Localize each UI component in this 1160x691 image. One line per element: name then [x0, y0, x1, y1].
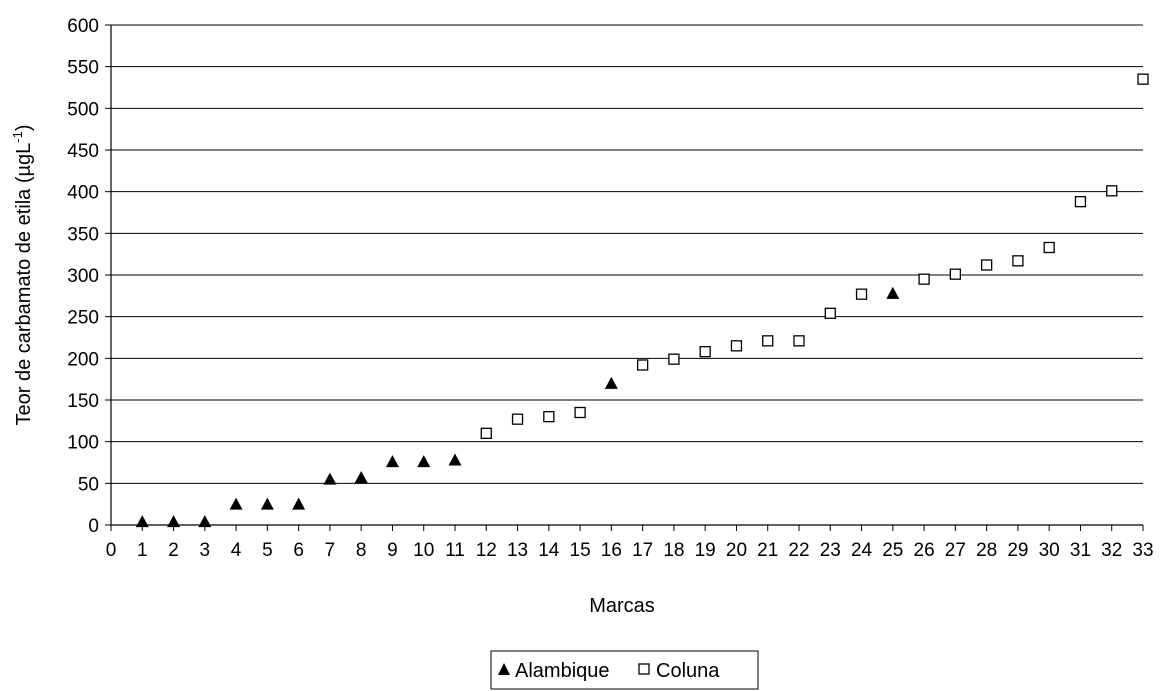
data-point-alambique [198, 515, 212, 528]
x-tick-label: 19 [695, 540, 716, 561]
y-tick-label: 500 [67, 99, 99, 120]
data-point-alambique [260, 497, 274, 510]
data-point-coluna [918, 273, 930, 285]
x-tick-label: 24 [851, 540, 873, 561]
data-point-coluna [511, 413, 524, 425]
x-tick-label: 30 [1039, 540, 1060, 561]
data-point-alambique [167, 515, 181, 528]
data-point-alambique [417, 455, 431, 468]
data-point-coluna [1012, 255, 1024, 267]
x-tick-label: 14 [538, 540, 560, 561]
data-point-coluna [855, 288, 868, 300]
x-tick-label: 25 [882, 540, 903, 561]
x-tick-label: 4 [231, 540, 242, 561]
data-point-coluna [543, 411, 555, 423]
legend-box [490, 650, 759, 690]
legend-label-coluna: Coluna [656, 660, 720, 682]
data-point-coluna [824, 307, 836, 319]
x-tick-label: 33 [1132, 540, 1153, 561]
y-axis-ticks: 0 50 100 150 200 250 300 350 400 450 500 550 600 [67, 16, 111, 537]
data-point-coluna [480, 427, 492, 439]
legend-triangle-icon [498, 663, 510, 675]
x-tick-label: 6 [293, 540, 304, 561]
y-tick-label: 200 [67, 349, 99, 370]
y-tick-label: 600 [67, 16, 99, 37]
data-point-alambique [135, 515, 149, 528]
x-axis-ticks: 0 1 2 3 4 5 6 7 8 9 10 11 12 13 14 15 16 17 18 19 20 21 22 23 24… [106, 525, 1154, 561]
x-tick-label: 10 [413, 540, 434, 561]
legend-label-alambique: Alambique [515, 660, 610, 682]
data-point-coluna [1137, 73, 1149, 85]
y-tick-label: 400 [67, 183, 99, 204]
x-tick-label: 22 [788, 540, 809, 561]
data-point-coluna [762, 335, 774, 347]
y-tick-label: 50 [78, 474, 99, 495]
x-tick-label: 28 [976, 540, 997, 561]
data-point-coluna [793, 335, 805, 347]
data-point-coluna [730, 340, 743, 352]
legend-square-icon [638, 663, 650, 675]
x-tick-label: 7 [325, 540, 336, 561]
x-tick-label: 18 [663, 540, 684, 561]
data-point-coluna [668, 353, 680, 365]
y-tick-label: 250 [67, 308, 99, 329]
data-point-coluna [574, 406, 586, 419]
data-point-alambique [448, 453, 462, 466]
y-axis-title: Teor de carbamato de etila (µgL-1) [10, 124, 35, 425]
x-tick-label: 21 [757, 540, 778, 561]
data-point-coluna [1106, 185, 1118, 197]
data-point-alambique [354, 471, 368, 483]
data-point-coluna [1074, 196, 1087, 208]
x-tick-label: 9 [387, 540, 398, 561]
data-point-coluna [980, 259, 993, 271]
data-point-coluna [1043, 241, 1055, 254]
y-tick-label: 150 [67, 391, 99, 412]
y-tick-label: 300 [67, 266, 99, 287]
x-tick-label: 11 [445, 540, 465, 561]
x-axis-title: Marcas [589, 595, 655, 617]
x-tick-label: 3 [200, 540, 211, 561]
x-tick-label: 5 [262, 540, 273, 561]
data-point-coluna [699, 346, 711, 358]
data-point-alambique [323, 472, 337, 485]
x-tick-label: 29 [1007, 540, 1028, 561]
data-points [135, 73, 1149, 528]
data-point-alambique [292, 497, 306, 510]
gridlines [111, 24, 1143, 484]
x-tick-label: 26 [914, 540, 935, 561]
x-tick-label: 16 [601, 540, 622, 561]
x-tick-label: 2 [168, 540, 179, 561]
x-tick-label: 17 [632, 540, 653, 561]
y-tick-label: 450 [67, 141, 99, 162]
x-tick-label: 31 [1070, 540, 1091, 561]
legend: Alambique Coluna [490, 650, 759, 690]
data-point-alambique [604, 376, 618, 389]
x-tick-label: 0 [106, 540, 117, 561]
x-tick-label: 8 [356, 540, 367, 561]
data-point-alambique [229, 497, 243, 510]
x-tick-label: 23 [820, 540, 841, 561]
x-tick-label: 15 [570, 540, 591, 561]
data-point-coluna [949, 268, 962, 280]
x-tick-label: 1 [137, 540, 148, 561]
y-tick-label: 100 [67, 433, 99, 454]
y-tick-label: 550 [67, 58, 99, 79]
data-point-alambique [886, 286, 900, 299]
x-tick-label: 12 [476, 540, 497, 561]
y-tick-label: 0 [88, 516, 99, 537]
data-point-coluna [636, 359, 649, 371]
x-tick-label: 27 [945, 540, 966, 561]
x-tick-label: 13 [507, 540, 528, 561]
data-point-alambique [385, 455, 399, 468]
y-tick-label: 350 [67, 224, 99, 245]
x-tick-label: 32 [1101, 540, 1122, 561]
x-tick-label: 20 [726, 540, 747, 561]
